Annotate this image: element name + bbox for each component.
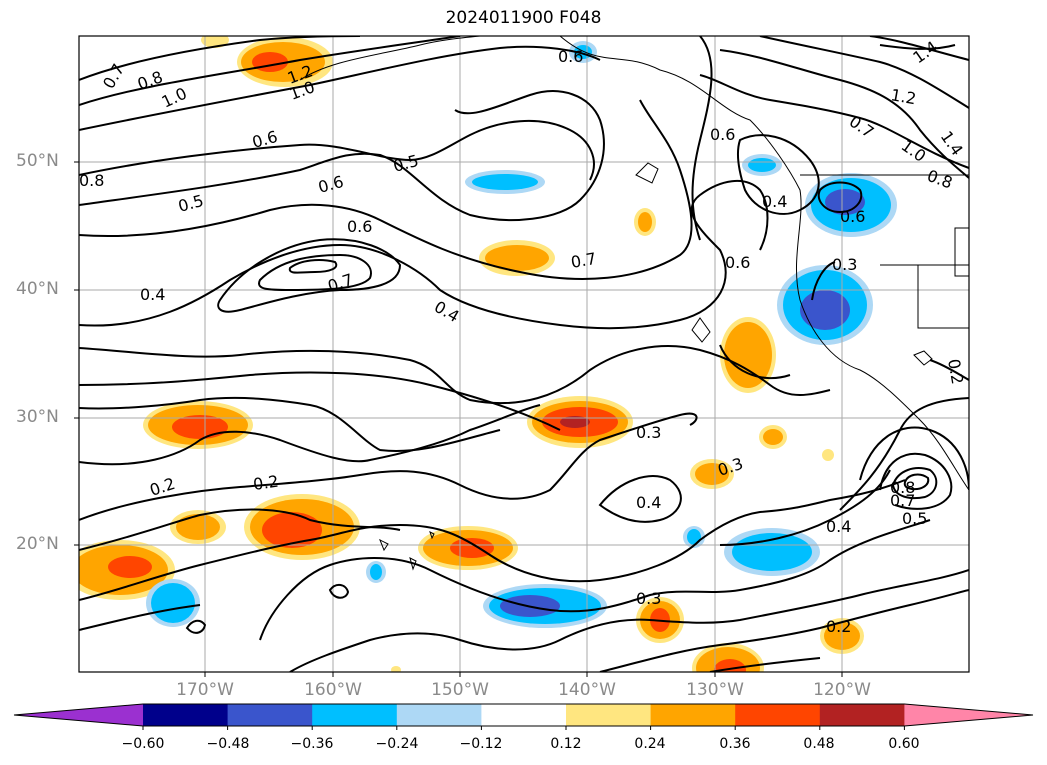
- contour-label: 0.4: [762, 192, 787, 211]
- contour-label: 0.2: [252, 472, 280, 494]
- shaded-fields: [79, 36, 897, 672]
- contour-label: 0.6: [710, 125, 735, 144]
- colorbar-swatch: [481, 704, 567, 726]
- map-frame: [78, 35, 970, 673]
- colorbar-swatch: [227, 704, 313, 726]
- colorbar-tick-label: 0.48: [803, 736, 835, 752]
- contour-label: 0.4: [636, 493, 661, 512]
- colorbar-tick-label: −0.24: [375, 736, 419, 752]
- contour-label: 0.7: [890, 491, 915, 510]
- colorbar-swatch: [650, 704, 736, 726]
- colorbar-tick-label: 0.24: [634, 736, 666, 752]
- lat-label-30n: 30°N: [16, 407, 59, 427]
- lon-label-160w: 160°W: [304, 680, 362, 700]
- colorbar-tick-label: 0.12: [550, 736, 582, 752]
- colorbar-swatch: [819, 704, 905, 726]
- colorbar-tick-label: −0.48: [206, 736, 250, 752]
- colorbar: [13, 703, 1034, 730]
- contour-label: 0.6: [347, 217, 372, 236]
- colorbar-tick-label: −0.12: [459, 736, 503, 752]
- contour-label: 1.2: [889, 85, 917, 108]
- map-background: [79, 36, 969, 672]
- contour-label: 0.6: [725, 253, 750, 272]
- contour-label: 0.8: [890, 478, 915, 497]
- colorbar-extend-min: [14, 704, 143, 726]
- lat-label-50n: 50°N: [16, 151, 59, 171]
- contour-label: 0.2: [944, 357, 967, 385]
- coastlines: [299, 36, 969, 571]
- colorbar-tick-label: 0.60: [888, 736, 920, 752]
- map-area: [79, 36, 969, 672]
- colorbar-swatch: [735, 704, 821, 726]
- colorbar-tick-label: 0.36: [719, 736, 751, 752]
- lon-label-140w: 140°W: [558, 680, 616, 700]
- lon-label-130w: 130°W: [686, 680, 744, 700]
- contour-label: 0.3: [636, 423, 661, 442]
- colorbar-extend-max: [904, 704, 1033, 726]
- lon-label-120w: 120°W: [813, 680, 871, 700]
- axis-ticks: [74, 161, 843, 677]
- colorbar-swatch: [566, 704, 652, 726]
- colorbar-tick-label: −0.60: [121, 736, 165, 752]
- contour-label: 0.7: [569, 249, 597, 272]
- map-title: 2024011900 F048: [445, 8, 602, 28]
- contour-label: 0.6: [840, 207, 865, 226]
- lat-label-40n: 40°N: [16, 279, 59, 299]
- contour-label: 0.2: [826, 617, 851, 636]
- contour-label: 0.6: [558, 47, 583, 66]
- contour-lines: [79, 36, 969, 672]
- contour-label: 0.3: [832, 255, 857, 274]
- colorbar-tick-label: −0.36: [290, 736, 334, 752]
- colorbar-swatch: [396, 704, 482, 726]
- lon-label-170w: 170°W: [176, 680, 234, 700]
- colorbar-swatch: [312, 704, 398, 726]
- contour-label: 0.4: [826, 517, 851, 536]
- contour-label: 0.8: [79, 171, 104, 190]
- lat-label-20n: 20°N: [16, 534, 59, 554]
- colorbar-swatch: [143, 704, 229, 726]
- contour-label: 0.3: [636, 589, 661, 608]
- contour-label: 0.5: [902, 509, 927, 528]
- contour-label: 0.4: [140, 285, 165, 304]
- lon-label-150w: 150°W: [431, 680, 489, 700]
